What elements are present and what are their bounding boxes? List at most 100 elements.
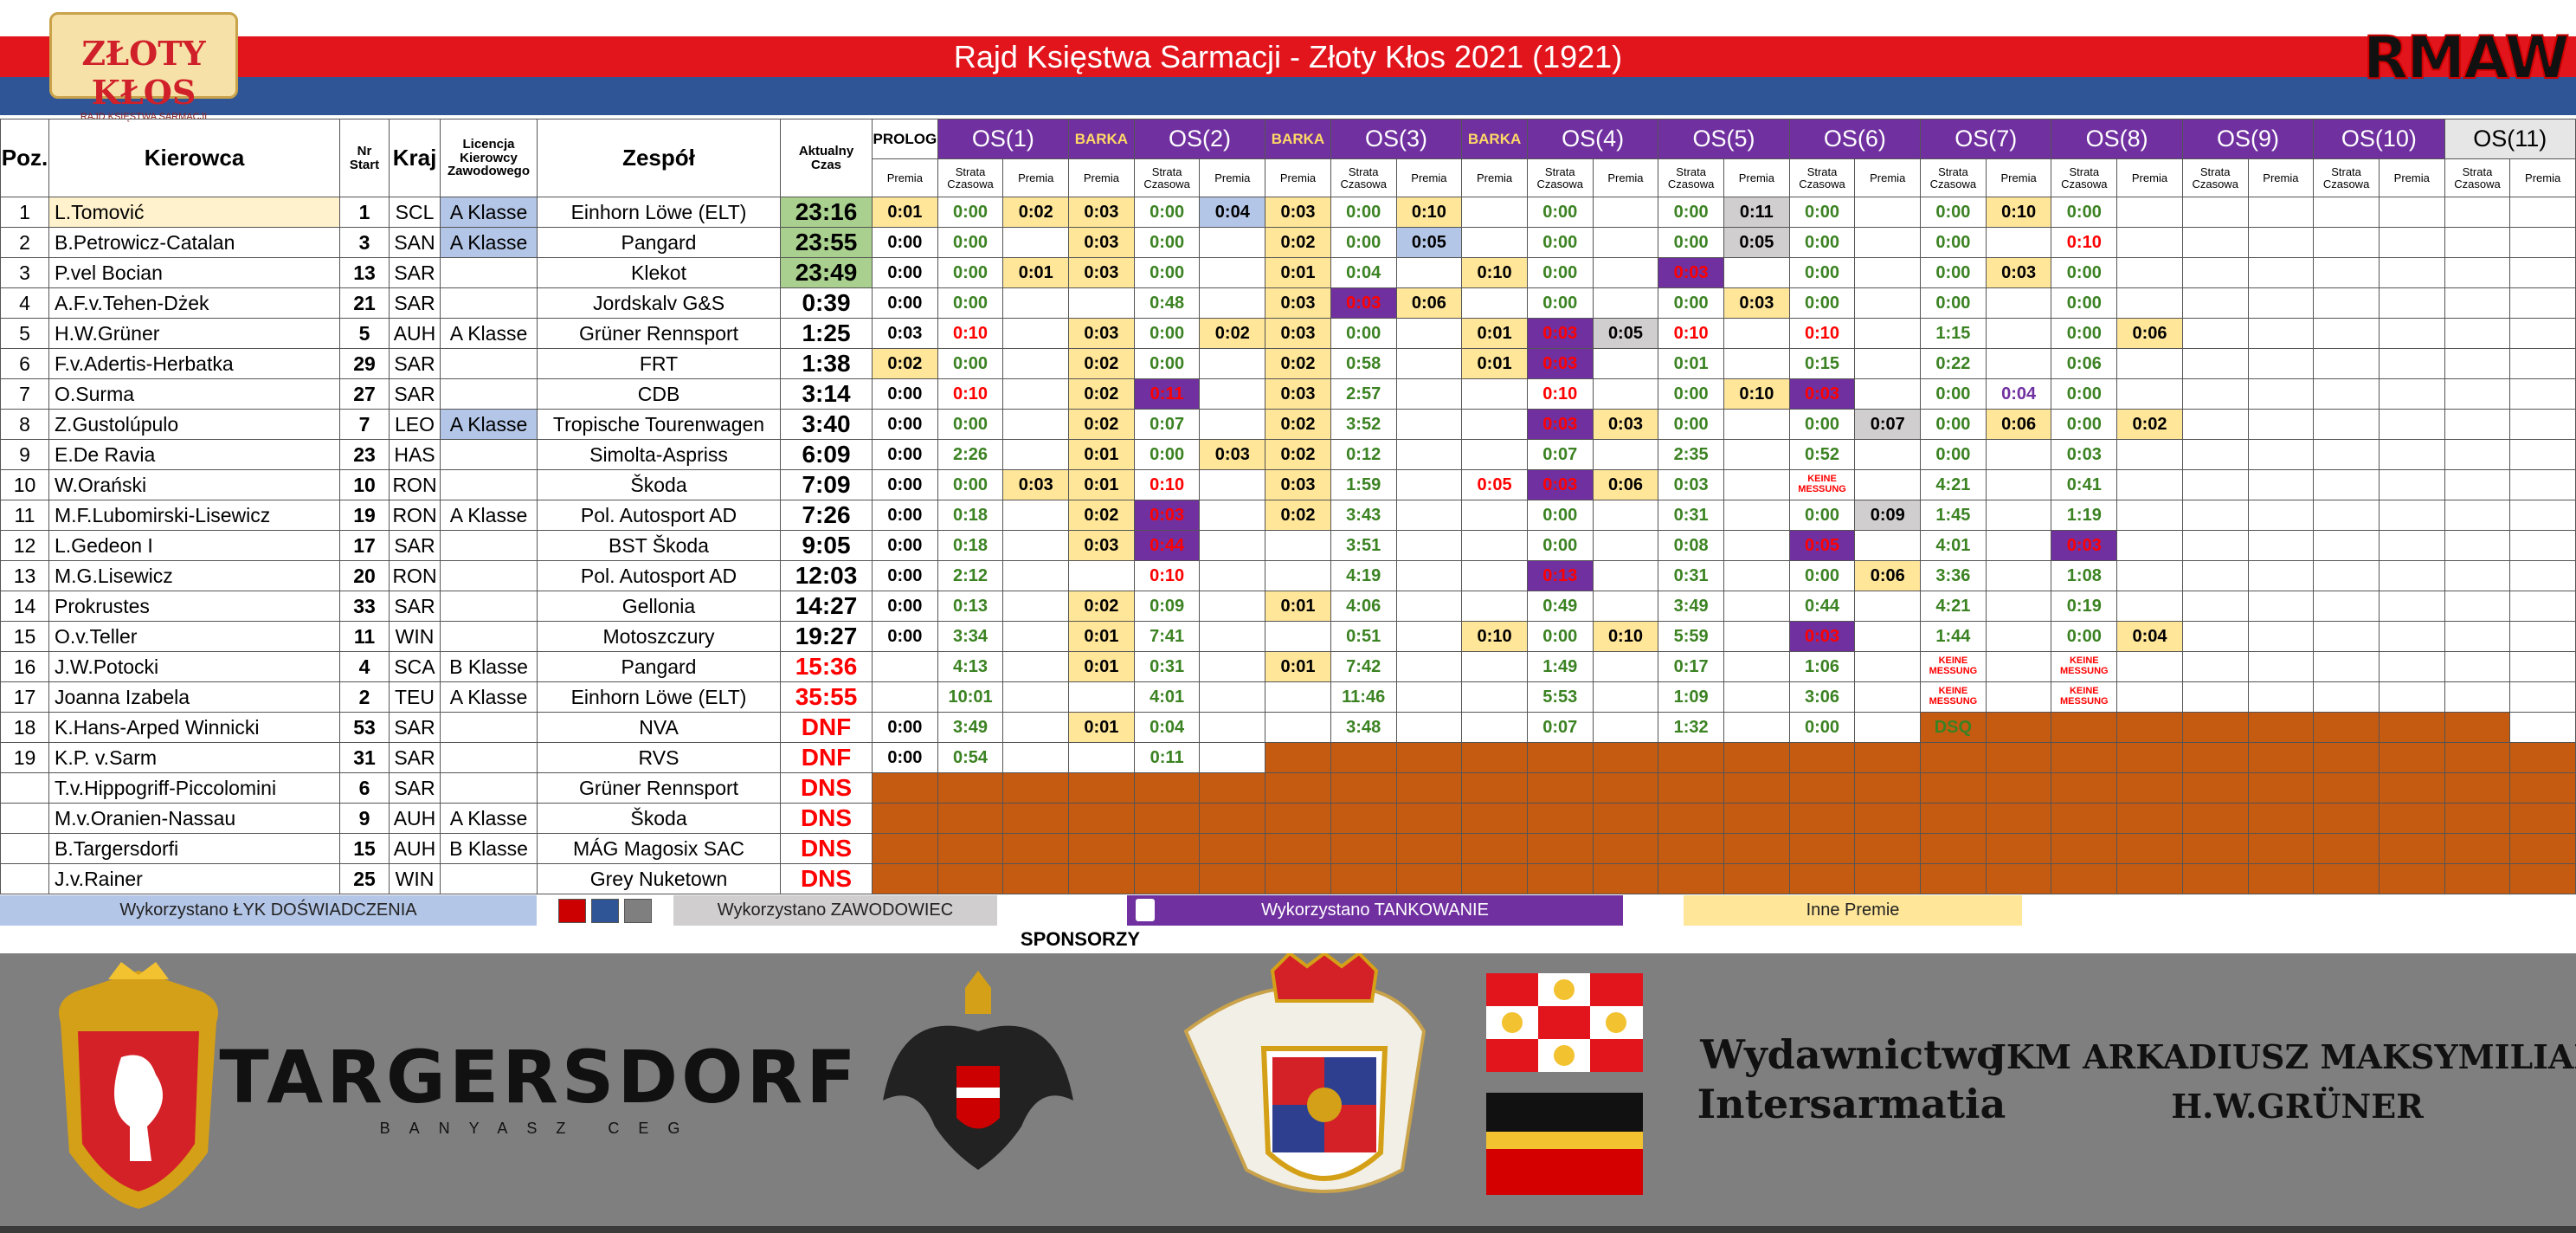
table-cell [1396, 713, 1463, 743]
table-cell: 0:03 [1527, 410, 1594, 440]
top-strip [0, 0, 2576, 36]
table-cell: 4:01 [1134, 682, 1201, 713]
eagle-emblem [883, 971, 1073, 1170]
table-cell [1396, 834, 1463, 864]
table-cell [1527, 864, 1594, 894]
sub-header-text: Premia [886, 171, 923, 184]
table-cell [2182, 622, 2249, 652]
table-cell: 0:00 [1134, 440, 1201, 470]
table-cell [1986, 743, 2052, 773]
sub-header-text: Strata Czasowa [1929, 165, 1977, 190]
table-cell: 0:00 [873, 713, 938, 743]
table-cell [1527, 743, 1594, 773]
table-cell [2182, 743, 2249, 773]
table-cell [1069, 804, 1135, 834]
table-cell [1986, 713, 2052, 743]
table-cell-text: 0:01 [1280, 656, 1316, 676]
table-cell [1855, 531, 1922, 561]
table-cell [937, 834, 1004, 864]
table-cell-text: Einhorn Löwe (ELT) [570, 200, 747, 223]
table-cell [1527, 804, 1594, 834]
table-cell-text: L.Tomović [55, 200, 145, 223]
table-cell [2117, 500, 2183, 531]
table-cell: WIN [390, 864, 441, 894]
table-cell [1724, 804, 1790, 834]
table-cell-text: 0:05 [1607, 323, 1643, 343]
table-cell: J.v.Rainer [49, 864, 340, 894]
sub-header-text: Premia [1279, 171, 1317, 184]
table-cell-text: 0:05 [1739, 232, 1774, 252]
table-cell: 0:03 [1986, 258, 2052, 288]
table-cell [1724, 561, 1790, 591]
table-cell: 0:01 [1265, 258, 1331, 288]
table-cell: 0:00 [1134, 258, 1201, 288]
sub-header: Strata Czasowa [937, 159, 1004, 197]
table-cell-text: 0:02 [1084, 414, 1119, 434]
table-cell [1789, 743, 1856, 773]
table-cell-text: 0:00 [1150, 444, 1185, 464]
sub-header: Strata Czasowa [1527, 159, 1594, 197]
table-cell: 0:00 [2051, 288, 2118, 319]
table-cell: 3 [340, 228, 390, 258]
column-header: Kraj [390, 119, 441, 197]
table-cell-text: 13 [353, 261, 376, 284]
table-cell: 0:13 [1527, 561, 1594, 591]
table-cell [2510, 682, 2576, 713]
table-cell [1396, 773, 1463, 804]
table-cell [1724, 410, 1790, 440]
table-cell: 7 [0, 379, 49, 410]
table-cell: 0:02 [1069, 591, 1135, 622]
table-cell-text: A Klasse [449, 503, 528, 526]
table-cell-text: 0:00 [887, 384, 923, 403]
table-cell: 0:10 [1134, 470, 1201, 500]
table-cell [2510, 804, 2576, 834]
table-cell [1200, 713, 1266, 743]
table-cell-text: 0:06 [2001, 414, 2037, 434]
table-cell-text: A Klasse [449, 200, 528, 223]
table-cell-text: 0:51 [1346, 626, 1381, 646]
table-cell-text: 2 [19, 230, 30, 254]
table-cell-text: 9:05 [802, 532, 851, 559]
table-cell: 0:02 [1069, 410, 1135, 440]
table-cell [873, 864, 938, 894]
table-cell [1724, 864, 1790, 894]
table-cell: 0:00 [2051, 622, 2118, 652]
patron-name: H.W.GRÜNER [2171, 1087, 2424, 1126]
table-cell-text: 0:00 [1150, 232, 1185, 252]
table-cell [1003, 410, 1070, 440]
table-cell [2379, 349, 2445, 379]
table-cell-text: 0:04 [1214, 202, 1250, 222]
legend-text: Wykorzystano ZAWODOWIEC [717, 901, 954, 920]
table-cell [2379, 713, 2445, 743]
group-header-text: OS(10) [2341, 126, 2417, 152]
table-cell-text: 3:52 [1346, 414, 1381, 434]
table-cell [2510, 319, 2576, 349]
table-cell [441, 349, 538, 379]
table-cell [1200, 500, 1266, 531]
table-cell [1265, 834, 1331, 864]
table-cell: 23:55 [781, 228, 873, 258]
table-cell [441, 379, 538, 410]
table-cell: 0:06 [2051, 349, 2118, 379]
group-header: OS(11) [2444, 119, 2576, 159]
table-cell: 5 [0, 319, 49, 349]
table-cell [1855, 804, 1922, 834]
table-cell: 0:00 [873, 591, 938, 622]
sub-header-text: Premia [2263, 171, 2299, 184]
sub-header: Premia [1069, 159, 1135, 197]
table-cell-text: 0:01 [887, 202, 923, 222]
table-cell-text: 1:44 [1935, 626, 1971, 646]
table-cell: 0:03 [1330, 288, 1397, 319]
table-cell: 0:01 [1462, 349, 1528, 379]
table-cell [1724, 349, 1790, 379]
table-cell-text: 1:59 [1346, 474, 1381, 494]
legend-icons [537, 895, 673, 926]
table-cell [2117, 834, 2183, 864]
table-cell [1855, 197, 1922, 228]
table-cell: 0:03 [1658, 470, 1724, 500]
table-cell [1855, 349, 1922, 379]
table-cell-text: 2:26 [953, 444, 989, 464]
table-cell [2117, 804, 2183, 834]
table-cell-text: Prokrustes [55, 594, 150, 617]
table-cell-text: 0:06 [1607, 474, 1643, 494]
